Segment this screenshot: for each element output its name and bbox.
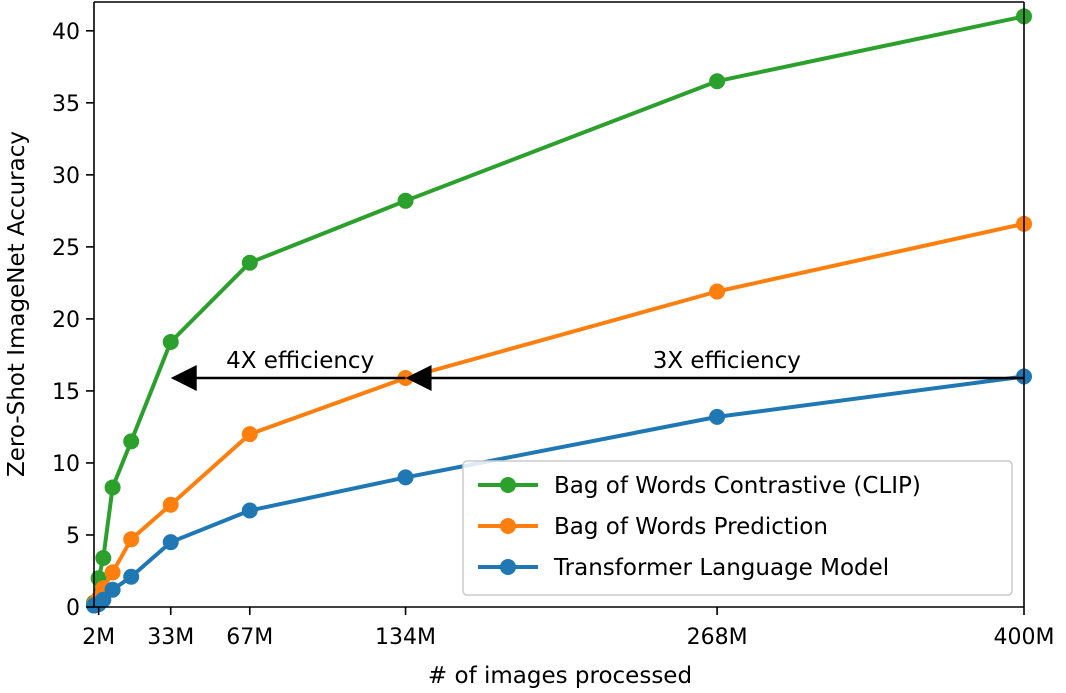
series-1-point: [241, 426, 258, 443]
series-0-point: [104, 479, 121, 496]
annotation-arrowhead-3x: [405, 364, 432, 391]
series-1-point: [104, 564, 121, 581]
x-tick-label: 134M: [375, 625, 436, 650]
y-tick-label: 5: [66, 524, 80, 549]
series-2-point: [95, 591, 112, 608]
series-1-point: [709, 283, 726, 300]
series-1-point: [162, 496, 179, 513]
x-tick-label: 67M: [226, 625, 273, 650]
series-line-0: [92, 14, 1025, 604]
y-tick-label: 35: [52, 92, 80, 117]
x-axis-label: # of images processed: [428, 663, 692, 689]
series-2-point: [104, 581, 121, 598]
legend-swatch-marker: [500, 477, 516, 493]
legend: Bag of Words Contrastive (CLIP) Bag of Wo…: [462, 460, 1013, 596]
series-2-point: [162, 534, 179, 551]
annotation-layer: 4X efficiency 3X efficiency: [170, 348, 1024, 391]
series-2-point: [241, 502, 258, 519]
x-tick-label: 2M: [82, 625, 115, 650]
axes-layer: 0 5 10 15 20 25 30 35 40 2M 33M 67M 134M 268M 400M: [52, 1, 1055, 650]
legend-swatch-marker: [500, 559, 516, 575]
x-tick-label: 268M: [687, 625, 748, 650]
y-axis-label: Zero-Shot ImageNet Accuracy: [4, 131, 30, 477]
y-tick-label: 0: [66, 596, 80, 621]
series-2-point: [397, 469, 414, 486]
series-0-point: [397, 192, 414, 209]
annotation-arrowhead-4x: [170, 364, 197, 391]
series-0-point: [162, 333, 179, 350]
series-0-point: [709, 73, 726, 90]
y-tick-label: 30: [52, 164, 80, 189]
legend-swatch-marker: [500, 518, 516, 534]
series-0-point: [241, 254, 258, 271]
legend-label: Bag of Words Contrastive (CLIP): [554, 473, 921, 499]
y-tick-label: 40: [52, 20, 80, 45]
x-tick-label: 400M: [994, 625, 1055, 650]
series-0-point: [123, 433, 140, 450]
legend-box: [462, 460, 1013, 596]
y-tick-label: 15: [52, 380, 80, 405]
series-2-point: [123, 568, 140, 585]
annotation-label-4x: 4X efficiency: [226, 348, 374, 374]
series-1-point: [123, 531, 140, 548]
y-tick-label: 25: [52, 236, 80, 261]
y-tick-label: 10: [52, 452, 80, 477]
annotation-label-3x: 3X efficiency: [653, 348, 801, 374]
x-tick-label: 33M: [147, 625, 194, 650]
series-2-point: [709, 408, 726, 425]
legend-label: Bag of Words Prediction: [554, 514, 828, 540]
series-0-point: [95, 550, 112, 567]
y-tick-label: 20: [52, 308, 80, 333]
legend-label: Transformer Language Model: [553, 555, 889, 581]
